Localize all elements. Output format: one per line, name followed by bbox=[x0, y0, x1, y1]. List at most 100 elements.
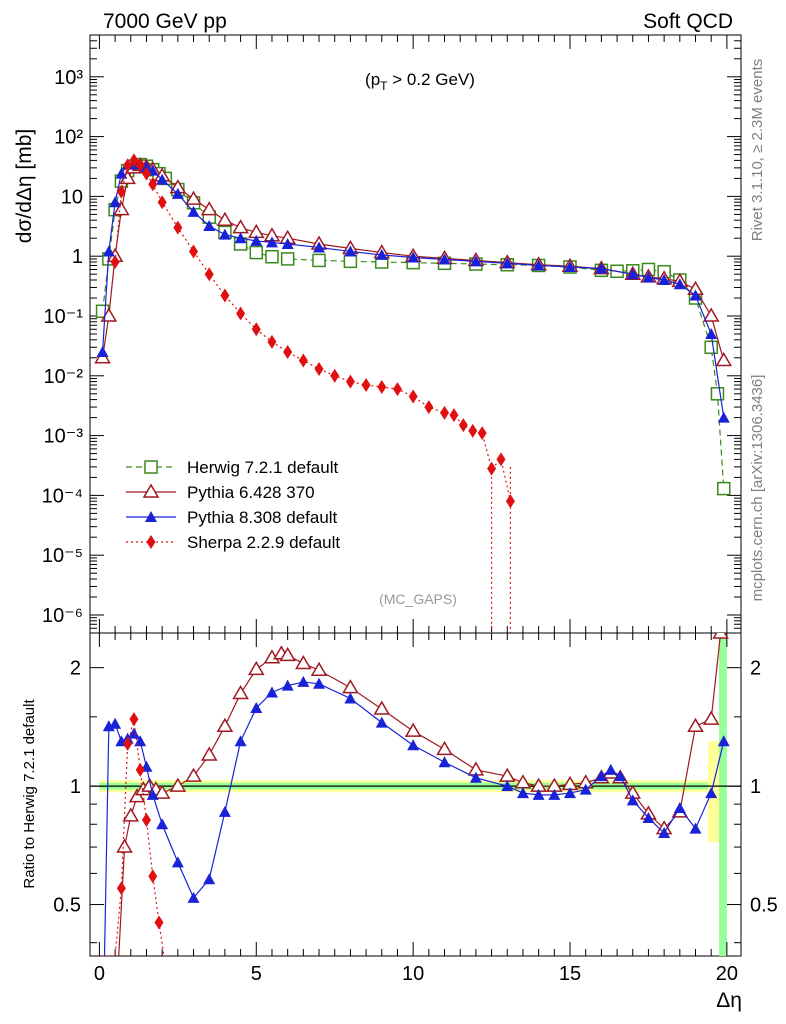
ratio-point-pythia6 bbox=[342, 679, 359, 694]
ratio-point-pythia8 bbox=[564, 787, 577, 799]
data-point-pythia8 bbox=[595, 262, 608, 274]
mcplots-reference-label: mcplots.cern.ch [arXiv:1306.3436] bbox=[749, 375, 766, 602]
data-point-pythia8 bbox=[705, 328, 718, 339]
ratio-point-pythia8 bbox=[407, 739, 420, 751]
ratio-point-pythia6 bbox=[687, 717, 704, 732]
legend-marker bbox=[144, 460, 158, 474]
ratio-point-sherpa bbox=[129, 712, 139, 727]
data-point-sherpa bbox=[298, 353, 308, 368]
data-point-pythia8 bbox=[250, 234, 263, 246]
ratio-point-pythia8 bbox=[281, 679, 294, 691]
data-point-pythia8 bbox=[281, 237, 294, 249]
data-point-herwig bbox=[716, 481, 731, 496]
data-point-pythia8 bbox=[140, 161, 153, 173]
main-series-layer bbox=[94, 153, 733, 633]
data-point-pythia8 bbox=[96, 346, 109, 358]
data-point-sherpa bbox=[314, 361, 324, 376]
ratio-point-pythia8 bbox=[375, 716, 388, 728]
main-axis-ticks: 10⁻⁶ 10⁻⁵ 10⁻⁴ 10⁻³ 10⁻² 10⁻¹ 1 10 10² 10³ bbox=[42, 34, 741, 634]
data-point-pythia8 bbox=[375, 248, 388, 260]
ratio-point-pythia8 bbox=[127, 727, 140, 739]
data-point-herwig bbox=[265, 249, 279, 264]
x-tick-label: 20 bbox=[716, 963, 738, 985]
header-energy-label: 7000 GeV pp bbox=[103, 10, 227, 33]
data-point-sherpa bbox=[496, 452, 506, 467]
data-point-pythia6 bbox=[216, 211, 234, 226]
data-point-herwig bbox=[249, 245, 264, 260]
data-point-sherpa bbox=[377, 379, 387, 394]
ratio-y-axis-label: Ratio to Herwig 7.2.1 default bbox=[21, 699, 38, 889]
x-axis-label: Δη bbox=[716, 989, 742, 1012]
data-point-pythia8 bbox=[501, 257, 514, 269]
data-point-sherpa bbox=[424, 400, 434, 415]
main-y-tick-label: 10⁻² bbox=[44, 366, 84, 388]
ratio-point-pythia8 bbox=[673, 801, 686, 813]
ratio-line-sherpa bbox=[102, 718, 165, 956]
ratio-point-sherpa bbox=[123, 736, 133, 751]
ratio-point-pythia8 bbox=[642, 811, 655, 823]
data-point-sherpa bbox=[440, 405, 450, 420]
data-point-sherpa bbox=[392, 382, 402, 397]
ratio-point-pythia6 bbox=[712, 633, 729, 639]
data-point-pythia8 bbox=[156, 173, 169, 185]
data-point-pythia6 bbox=[702, 307, 720, 322]
data-point-sherpa bbox=[135, 158, 145, 173]
data-point-herwig bbox=[710, 387, 725, 401]
ratio-point-pythia6 bbox=[128, 788, 146, 803]
data-point-pythia8 bbox=[407, 251, 420, 263]
ratio-point-pythia8 bbox=[501, 780, 514, 792]
ratio-series-pythia8 bbox=[102, 675, 730, 956]
ratio-point-pythia6 bbox=[216, 717, 234, 732]
data-point-pythia8 bbox=[171, 187, 184, 199]
data-point-pythia8 bbox=[469, 255, 482, 267]
ratio-point-pythia6 bbox=[122, 807, 140, 822]
main-y-axis-label: dσ/dΔη [mb] bbox=[13, 129, 36, 244]
ratio-point-pythia8 bbox=[187, 891, 200, 903]
data-point-sherpa bbox=[116, 184, 126, 199]
main-y-tick-label: 10³ bbox=[54, 67, 83, 89]
data-point-sherpa bbox=[189, 244, 199, 259]
data-point-pythia8 bbox=[438, 253, 451, 265]
data-point-sherpa bbox=[267, 334, 277, 349]
ratio-plot-frame bbox=[89, 632, 742, 957]
data-point-sherpa bbox=[251, 322, 261, 337]
data-point-sherpa bbox=[141, 166, 151, 181]
data-point-sherpa bbox=[408, 389, 418, 404]
legend-entry-sherpa: Sherpa 2.2.9 default bbox=[126, 533, 340, 552]
legend-label: Herwig 7.2.1 default bbox=[187, 458, 338, 477]
ratio-point-pythia6 bbox=[373, 700, 391, 715]
data-point-sherpa bbox=[123, 158, 133, 173]
ratio-point-pythia8 bbox=[438, 756, 451, 768]
ratio-point-pythia8 bbox=[171, 856, 184, 868]
ratio-point-pythia6 bbox=[404, 722, 422, 737]
data-point-pythia8 bbox=[203, 219, 216, 231]
series-line-sherpa bbox=[114, 159, 511, 502]
data-point-sherpa bbox=[204, 267, 214, 282]
main-y-tick-label: 10⁻¹ bbox=[44, 306, 84, 328]
ratio-point-pythia8 bbox=[614, 770, 627, 782]
legend-marker bbox=[142, 483, 160, 498]
legend-label: Sherpa 2.2.9 default bbox=[187, 533, 340, 552]
ratio-point-pythia8 bbox=[595, 770, 608, 782]
data-point-sherpa bbox=[468, 423, 478, 438]
ratio-point-pythia8 bbox=[705, 787, 718, 799]
main-y-tick-label: 10⁻⁵ bbox=[42, 545, 83, 567]
data-point-pythia6 bbox=[185, 190, 202, 205]
data-point-pythia8 bbox=[265, 236, 278, 248]
data-point-pythia8 bbox=[187, 205, 200, 217]
data-point-pythia8 bbox=[344, 245, 357, 257]
header-process-label: Soft QCD bbox=[643, 10, 733, 33]
data-point-sherpa bbox=[236, 306, 246, 321]
watermark-label: (MC_GAPS) bbox=[379, 591, 457, 607]
ratio-point-pythia8 bbox=[626, 794, 639, 806]
data-point-sherpa bbox=[458, 418, 468, 433]
ratio-point-pythia6 bbox=[295, 654, 312, 670]
data-point-herwig bbox=[704, 340, 718, 355]
data-point-herwig bbox=[312, 253, 326, 268]
x-tick-label: 5 bbox=[251, 963, 262, 985]
data-point-pythia8 bbox=[234, 232, 247, 244]
ratio-point-pythia8 bbox=[579, 783, 592, 795]
data-point-pythia8 bbox=[673, 278, 686, 290]
ratio-point-pythia8 bbox=[156, 818, 169, 830]
